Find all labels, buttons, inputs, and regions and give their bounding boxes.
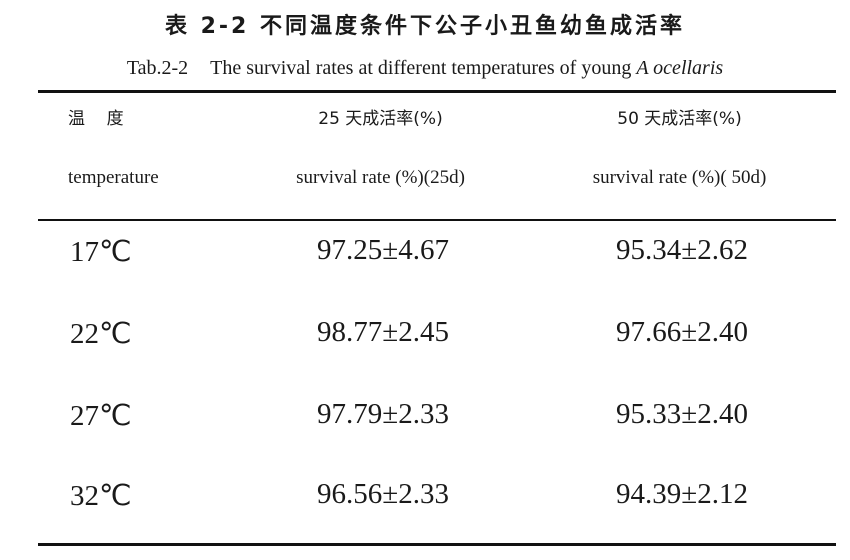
header-rate25-en: survival rate (%)(25d) [296,167,465,188]
cell-temperature: 22℃ [70,318,132,350]
header-temperature-cn: 温 度 [68,109,124,129]
cell-rate25: 97.79±2.33 [317,398,449,430]
cell-rate50: 97.66±2.40 [616,316,748,348]
header-rate25-cn: 25 天成活率(%) [318,109,443,129]
cell-rate25: 96.56±2.33 [317,478,449,510]
header-temperature-en: temperature [68,167,159,188]
table-label: Tab.2-2 [126,57,189,79]
table-row: 17℃ 97.25±4.67 95.34±2.62 [0,234,850,274]
cell-rate25: 97.25±4.67 [317,234,449,266]
table-header-rule [38,219,836,221]
table-title-english: Tab.2-2 The survival rates at different t… [0,57,850,80]
cell-rate25: 98.77±2.45 [317,316,449,348]
table-row: 27℃ 97.79±2.33 95.33±2.40 [0,398,850,438]
table-bottom-rule [38,543,836,546]
cell-temperature: 17℃ [70,236,132,268]
table-row: 32℃ 96.56±2.33 94.39±2.12 [0,478,850,518]
species-name: A ocellaris [636,57,724,79]
table-top-rule [38,90,836,93]
cell-rate50: 95.34±2.62 [616,234,748,266]
table-title-text: The survival rates at different temperat… [210,57,632,79]
header-rate50-en: survival rate (%)( 50d) [592,167,767,188]
cell-temperature: 32℃ [70,480,132,512]
header-rate50-cn: 50 天成活率(%) [617,109,742,129]
cell-temperature: 27℃ [70,400,132,432]
table-title-chinese: 表 2-2 不同温度条件下公子小丑鱼幼鱼成活率 [164,14,686,39]
cell-rate50: 94.39±2.12 [616,478,748,510]
table-row: 22℃ 98.77±2.45 97.66±2.40 [0,316,850,356]
cell-rate50: 95.33±2.40 [616,398,748,430]
